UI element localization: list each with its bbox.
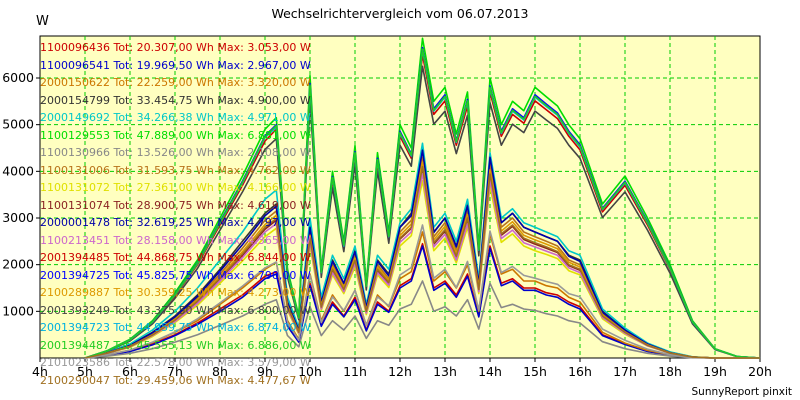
legend-entry-2000150622: 2000150622 Tot: 22.259,00 Wh Max: 3.320,…	[40, 76, 311, 89]
x-tick-label: 12h	[388, 364, 412, 379]
series-line-2001393249	[84, 65, 761, 359]
x-tick-label: 20h	[748, 364, 772, 379]
legend-entry-1100096541: 1100096541 Tot: 19.969,50 Wh Max: 2.967,…	[40, 58, 311, 72]
legend-entry-1100096436: 1100096436 Tot: 20.307,00 Wh Max: 3.053,…	[40, 41, 311, 54]
legend-entry-2001394723: 2001394723 Tot: 44.959,75 Wh Max: 6.874,…	[40, 321, 311, 334]
x-tick-label: 7h	[167, 364, 183, 379]
x-tick-label: 10h	[298, 364, 322, 379]
x-tick-label: 14h	[478, 364, 502, 379]
y-tick-label: 4000	[2, 163, 34, 178]
series-line-1100096541	[84, 245, 760, 359]
x-tick-label: 8h	[212, 364, 228, 379]
legend-entry-1100131074: 1100131074 Tot: 28.900,75 Wh Max: 4.619,…	[40, 198, 311, 212]
y-tick-label: 5000	[2, 117, 34, 132]
y-axis-unit-label: W	[36, 14, 49, 29]
legend-entry-2100290047: 2100290047 Tot: 29.459,06 Wh Max: 4.477,…	[40, 373, 311, 387]
x-tick-label: 6h	[122, 364, 138, 379]
legend-entry-2100289887: 2100289887 Tot: 30.359,25 Wh Max: 4.273,…	[40, 286, 311, 299]
series-line-2001394487	[84, 48, 761, 359]
y-tick-label: 1000	[2, 303, 34, 318]
series-line-2000149692	[84, 142, 760, 359]
legend-entry-1100129553: 1100129553 Tot: 47.889,00 Wh Max: 6.881,…	[40, 128, 311, 142]
y-tick-label: 2000	[2, 257, 34, 272]
series-line-1100096436	[84, 242, 760, 359]
x-tick-label: 17h	[613, 364, 637, 379]
legend-entry-2000001478: 2000001478 Tot: 32.619,25 Wh Max: 4.797,…	[40, 216, 311, 229]
x-tick-label: 5h	[77, 364, 93, 379]
x-tick-label: 11h	[343, 364, 367, 379]
footer-credit: SunnyReport pinxit	[691, 386, 792, 398]
x-tick-label: 9h	[257, 364, 273, 379]
legend-entry-2001394487: 2001394487 Tot: 45.555,13 Wh Max: 6.886,…	[40, 338, 311, 352]
legend-entry-2001394725: 2001394725 Tot: 45.825,75 Wh Max: 6.790,…	[40, 268, 311, 282]
legend-entry-1100131072: 1100131072 Tot: 27.361,00 Wh Max: 4.166,…	[40, 181, 311, 194]
legend-entry-1100131006: 1100131006 Tot: 31.593,75 Wh Max: 4.762,…	[40, 163, 311, 177]
x-tick-label: 4h	[32, 364, 48, 379]
legend-entry-2001393249: 2001393249 Tot: 43.375,50 Wh Max: 6.800,…	[40, 303, 311, 317]
x-tick-label: 15h	[523, 364, 547, 379]
chart-legend: 1100096436 Tot: 20.307,00 Wh Max: 3.053,…	[40, 39, 340, 389]
x-tick-label: 18h	[658, 364, 682, 379]
legend-entry-2000154799: 2000154799 Tot: 33.454,75 Wh Max: 4.900,…	[40, 93, 311, 107]
x-tick-label: 13h	[433, 364, 457, 379]
legend-entry-2101023586: 2101023586 Tot: 22.578,00 Wh Max: 3.579,…	[40, 356, 311, 369]
legend-entry-2000149692: 2000149692 Tot: 34.266,38 Wh Max: 4.971,…	[40, 111, 311, 124]
series-line-2000150622	[84, 231, 760, 359]
legend-entry-1100213451: 1100213451 Tot: 28.158,00 Wh Max: 4.365,…	[40, 233, 311, 247]
y-tick-label: 3000	[2, 210, 34, 225]
x-tick-label: 19h	[703, 364, 727, 379]
y-tick-label: 6000	[2, 70, 34, 85]
series-line-2100290047	[84, 165, 760, 359]
chart-title: Wechselrichtervergleich vom 06.07.2013	[271, 6, 529, 21]
series-line-2101023586	[84, 224, 760, 359]
series-line-1100130966	[84, 280, 760, 359]
series-line-1100213451	[84, 172, 760, 359]
series-line-2000001478	[84, 149, 760, 359]
series-line-1100129553	[84, 37, 761, 359]
legend-entry-1100130966: 1100130966 Tot: 13.526,00 Wh Max: 2.108,…	[40, 146, 311, 159]
legend-entry-2001394485: 2001394485 Tot: 44.868,75 Wh Max: 6.844,…	[40, 251, 311, 264]
x-tick-label: 16h	[568, 364, 592, 379]
